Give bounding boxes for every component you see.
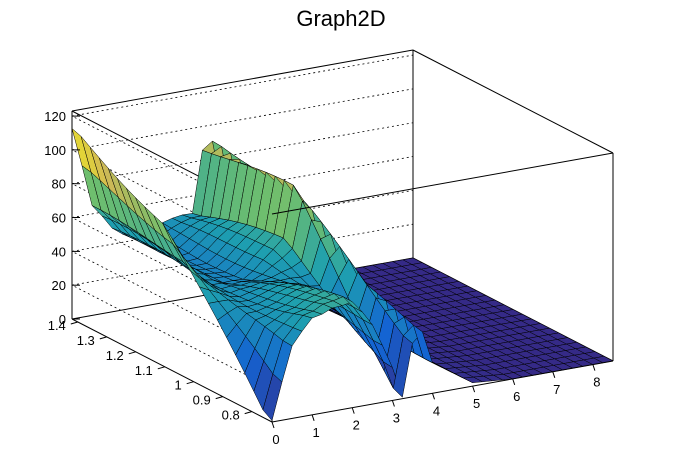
axis-ticks: 0 1 2 3 4 5 6 7 80.80.911.11.21.31.4020406080100… [44, 109, 600, 447]
y-tick-label: 1.3 [77, 333, 95, 348]
y-tick [70, 321, 78, 325]
x-tick-label: 6 [513, 389, 520, 404]
x-tick-label: 8 [593, 375, 600, 390]
z-tick-label: 120 [44, 109, 66, 124]
z-tick-label: 0 [59, 312, 66, 327]
x-tick-label: 7 [553, 382, 560, 397]
left-floor-edge [71, 318, 273, 423]
z-tick-label: 20 [52, 278, 66, 293]
chart-title: Graph2D [296, 6, 385, 31]
z-tick-label: 80 [52, 177, 66, 192]
x-tick-label: 1 [312, 425, 319, 440]
y-tick [244, 411, 252, 415]
y-tick-label: 1.4 [48, 318, 66, 333]
y-tick-label: 1.1 [135, 363, 153, 378]
z-tick-label: 100 [44, 143, 66, 158]
z-gridline [70, 88, 414, 254]
axis-frame-front [271, 49, 614, 423]
y-tick [157, 366, 165, 370]
x-tick-label: 5 [473, 396, 480, 411]
x-tick [391, 400, 395, 407]
y-tick [215, 396, 223, 400]
x-tick [351, 407, 355, 414]
x-tick-label: 3 [393, 411, 400, 426]
x-tick [592, 364, 596, 371]
x-tick [472, 385, 476, 393]
right-top-edge [412, 49, 614, 154]
x-tick [311, 414, 315, 421]
z-gridline [70, 156, 414, 321]
y-tick [99, 336, 107, 340]
x-tick-label: 2 [353, 418, 360, 433]
x-tick [512, 378, 516, 386]
x-tick [552, 371, 556, 378]
y-tick [128, 351, 136, 355]
z-tick-label: 60 [52, 211, 66, 226]
z-tick-label: 40 [52, 244, 66, 259]
y-tick-label: 0.9 [193, 393, 211, 408]
x-tick-label: 0 [272, 432, 279, 447]
x-tick [271, 421, 275, 429]
front-top-edge [271, 152, 614, 215]
y-tick-label: 1.2 [106, 348, 124, 363]
front-floor-edge [271, 360, 614, 423]
z-gridline [70, 54, 414, 220]
y-tick-label: 0.8 [222, 408, 240, 423]
y-tick [186, 381, 194, 385]
x-tick [432, 393, 435, 400]
y-tick-label: 1 [174, 378, 181, 393]
x-tick-label: 4 [433, 403, 440, 418]
surface-mesh [71, 127, 614, 422]
back-top-edge [71, 49, 414, 112]
z-gridline [70, 122, 414, 288]
